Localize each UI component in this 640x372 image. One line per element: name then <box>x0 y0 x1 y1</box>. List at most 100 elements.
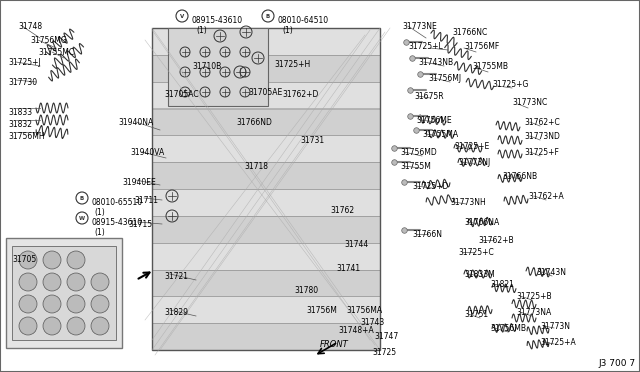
Text: 31762: 31762 <box>330 206 354 215</box>
Text: 31725+E: 31725+E <box>454 142 489 151</box>
Bar <box>152 162 380 189</box>
Text: 31756MD: 31756MD <box>400 148 436 157</box>
Text: 31832: 31832 <box>8 120 32 129</box>
Text: 31762+A: 31762+A <box>528 192 564 201</box>
Text: 31833: 31833 <box>8 108 32 117</box>
Text: 31940VA: 31940VA <box>130 148 164 157</box>
Bar <box>152 135 380 162</box>
Text: (1): (1) <box>94 208 105 217</box>
Text: (1): (1) <box>196 26 207 35</box>
Text: 31725+G: 31725+G <box>492 80 529 89</box>
Text: 31743: 31743 <box>360 318 384 327</box>
Bar <box>152 28 380 350</box>
Text: 31718: 31718 <box>244 162 268 171</box>
Text: 31725+C: 31725+C <box>458 248 493 257</box>
Circle shape <box>67 295 85 313</box>
Text: 31743NB: 31743NB <box>418 58 453 67</box>
Bar <box>152 189 380 216</box>
Bar <box>152 243 380 269</box>
Text: 31725+J: 31725+J <box>8 58 41 67</box>
Text: 31731: 31731 <box>300 136 324 145</box>
Text: 31756MH: 31756MH <box>8 132 45 141</box>
Text: 08010-64510: 08010-64510 <box>278 16 329 25</box>
Text: 31725+D: 31725+D <box>412 182 449 191</box>
Text: 31725+H: 31725+H <box>274 60 310 69</box>
Text: J3 700 7: J3 700 7 <box>599 359 636 368</box>
Circle shape <box>91 273 109 291</box>
Text: 31725+F: 31725+F <box>524 148 559 157</box>
Circle shape <box>19 317 37 335</box>
Circle shape <box>19 295 37 313</box>
Text: 31711: 31711 <box>134 196 158 205</box>
Text: 31780: 31780 <box>294 286 318 295</box>
Text: 31773NH: 31773NH <box>450 198 486 207</box>
Text: 31755M: 31755M <box>400 162 431 171</box>
Text: 31940EE: 31940EE <box>122 178 156 187</box>
Text: 31751: 31751 <box>464 310 488 319</box>
Text: 31773NC: 31773NC <box>512 98 547 107</box>
Bar <box>152 109 380 135</box>
Text: 31773NE: 31773NE <box>402 22 436 31</box>
Text: 31766N: 31766N <box>412 230 442 239</box>
Circle shape <box>43 273 61 291</box>
Text: 31766NB: 31766NB <box>502 172 537 181</box>
Text: 31756MA: 31756MA <box>346 306 382 315</box>
Text: 31675R: 31675R <box>414 92 444 101</box>
Text: 31766NC: 31766NC <box>452 28 487 37</box>
Text: V: V <box>180 13 184 19</box>
Text: 31748: 31748 <box>18 22 42 31</box>
Text: 31744: 31744 <box>344 240 368 249</box>
Text: 31766NA: 31766NA <box>464 218 499 227</box>
Text: 31755MA: 31755MA <box>422 130 458 139</box>
Text: 31766ND: 31766ND <box>236 118 272 127</box>
Bar <box>152 296 380 323</box>
Text: 31715: 31715 <box>128 220 152 229</box>
Text: 31756M: 31756M <box>306 306 337 315</box>
Text: 317730: 317730 <box>8 78 37 87</box>
Circle shape <box>67 273 85 291</box>
Text: 31705AE: 31705AE <box>248 88 282 97</box>
Text: 31741: 31741 <box>336 264 360 273</box>
Text: B: B <box>80 196 84 201</box>
Bar <box>152 269 380 296</box>
Text: 31829: 31829 <box>164 308 188 317</box>
Text: 31773ND: 31773ND <box>524 132 560 141</box>
Text: 31748+A: 31748+A <box>338 326 374 335</box>
Text: FRONT: FRONT <box>320 340 349 349</box>
Text: 31762+B: 31762+B <box>478 236 514 245</box>
Circle shape <box>43 295 61 313</box>
Text: W: W <box>79 215 85 221</box>
Text: 31762+D: 31762+D <box>282 90 318 99</box>
Bar <box>152 28 380 55</box>
Circle shape <box>43 317 61 335</box>
Circle shape <box>19 273 37 291</box>
Bar <box>12 246 116 340</box>
Bar <box>152 55 380 82</box>
Circle shape <box>43 251 61 269</box>
Text: 31747: 31747 <box>374 332 398 341</box>
Circle shape <box>67 251 85 269</box>
Text: (1): (1) <box>282 26 292 35</box>
Text: 31725+L: 31725+L <box>408 42 443 51</box>
Text: 31710B: 31710B <box>192 62 221 71</box>
Text: (1): (1) <box>94 228 105 237</box>
Text: 31756MJ: 31756MJ <box>428 74 461 83</box>
Text: 31725+A: 31725+A <box>540 338 576 347</box>
Bar <box>152 323 380 350</box>
Circle shape <box>67 317 85 335</box>
Text: 31756MG: 31756MG <box>30 36 67 45</box>
Circle shape <box>19 251 37 269</box>
Text: 08915-43610: 08915-43610 <box>192 16 243 25</box>
Text: 31756MB: 31756MB <box>490 324 526 333</box>
Text: 31773NJ: 31773NJ <box>458 158 490 167</box>
Text: 31762+C: 31762+C <box>524 118 560 127</box>
Bar <box>152 82 380 109</box>
Text: 31705: 31705 <box>12 255 36 264</box>
Text: 31833M: 31833M <box>464 270 495 279</box>
Text: 31725+B: 31725+B <box>516 292 552 301</box>
Text: B: B <box>266 13 270 19</box>
Circle shape <box>91 317 109 335</box>
Text: 31773NA: 31773NA <box>516 308 551 317</box>
Text: 31755MB: 31755MB <box>472 62 508 71</box>
Text: 31940NA: 31940NA <box>118 118 153 127</box>
